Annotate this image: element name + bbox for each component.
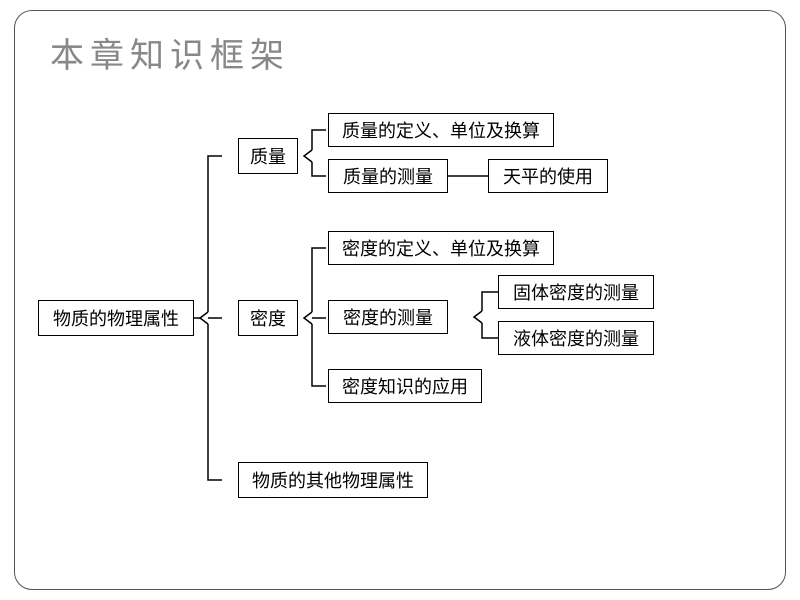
node-dens_liquid: 液体密度的测量 (498, 321, 654, 355)
node-dens_meas: 密度的测量 (328, 300, 448, 334)
node-density: 密度 (238, 300, 298, 336)
node-dens_def: 密度的定义、单位及换算 (328, 231, 554, 265)
node-mass_def: 质量的定义、单位及换算 (328, 113, 554, 147)
node-root: 物质的物理属性 (38, 300, 194, 336)
node-mass_meas: 质量的测量 (328, 159, 448, 193)
node-mass: 质量 (238, 138, 298, 174)
node-balance: 天平的使用 (488, 159, 608, 193)
node-dens_app: 密度知识的应用 (328, 369, 482, 403)
node-dens_solid: 固体密度的测量 (498, 275, 654, 309)
node-other: 物质的其他物理属性 (238, 462, 428, 498)
